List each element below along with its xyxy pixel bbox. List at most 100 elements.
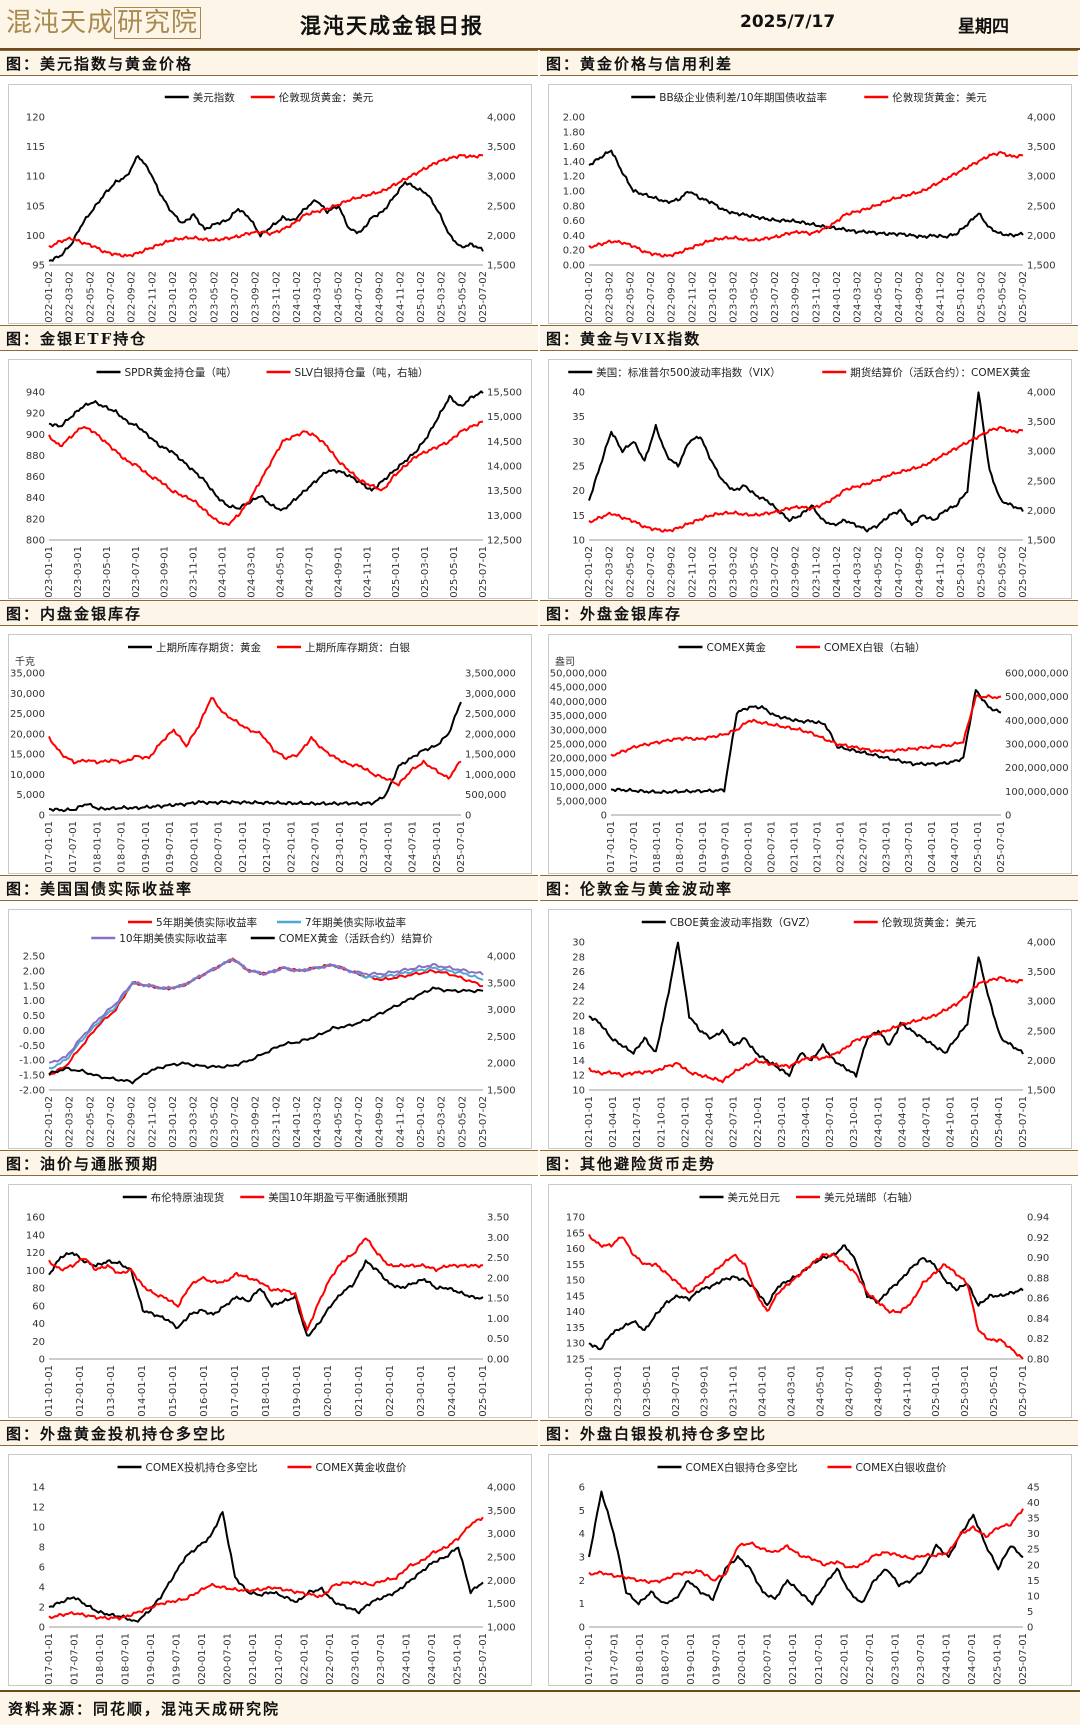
y-left-tick-label: 60 bbox=[32, 1301, 45, 1312]
report-footer: 资料来源：同花顺，混沌天成研究院 bbox=[0, 1690, 1080, 1725]
x-tick-label: 2015-01-01 bbox=[168, 1365, 179, 1417]
x-tick-label: 2024-11-01 bbox=[902, 1365, 913, 1417]
y-left-tick-label: 30 bbox=[572, 938, 585, 949]
x-tick-label: 2017-01-01 bbox=[230, 1365, 241, 1417]
report-date: 2025/7/17 bbox=[740, 12, 836, 32]
x-tick-label: 2024-04-01 bbox=[897, 1096, 908, 1148]
y-right-tick-label: 0.94 bbox=[1027, 1213, 1049, 1224]
y-left-tick-label: 45,000,000 bbox=[550, 683, 607, 694]
y-right-tick-label: 13,500 bbox=[487, 486, 522, 497]
y-right-tick-label: 0.84 bbox=[1027, 1314, 1049, 1325]
y-right-tick-label: 2,000 bbox=[487, 1576, 516, 1587]
x-tick-label: 2024-01-02 bbox=[832, 271, 843, 323]
legend-label: 美元兑瑞郎（右轴） bbox=[824, 1191, 919, 1204]
x-tick-label: 2025-01-01 bbox=[478, 1365, 489, 1417]
x-tick-label: 2024-07-01 bbox=[950, 821, 961, 873]
x-tick-label: 2023-09-02 bbox=[251, 271, 262, 323]
y-right-tick-label: 1,000,000 bbox=[465, 770, 516, 781]
x-tick-label: 2022-01-01 bbox=[680, 1096, 691, 1148]
y-left-tick-label: 40 bbox=[572, 388, 585, 399]
y-left-tick-label: 0.60 bbox=[563, 216, 585, 227]
x-tick-label: 2022-01-01 bbox=[286, 821, 297, 873]
x-tick-label: 2023-03-02 bbox=[729, 271, 740, 323]
chart-legend: BB级企业债利差/10年期国债收益率 伦敦现货黄金：美元 bbox=[631, 91, 987, 104]
y-right-tick-label: 3,500 bbox=[1027, 417, 1056, 428]
x-tick-label: 2023-07-02 bbox=[230, 271, 241, 323]
x-tick-label: 2025-07-01 bbox=[456, 821, 467, 873]
x-tick-label: 2025-07-02 bbox=[1018, 271, 1029, 323]
chart-legend: 美国：标准普尔500波动率指数（VIX） 期货结算价（活跃合约）：COMEX黄金 bbox=[568, 366, 1031, 379]
y-left-tick-label: 165 bbox=[566, 1228, 585, 1239]
legend-label: COMEX白银持仓多空比 bbox=[686, 1461, 798, 1474]
y-right-tick-label: 1.50 bbox=[487, 1294, 509, 1305]
series-line bbox=[588, 1490, 1024, 1606]
x-tick-label: 2023-01-02 bbox=[708, 271, 719, 323]
y-right-tick-label: 10 bbox=[1027, 1591, 1040, 1602]
x-tick-label: 2021-07-01 bbox=[814, 1633, 825, 1685]
y-left-tick-label: 14 bbox=[572, 1056, 585, 1067]
x-tick-label: 2023-03-02 bbox=[729, 546, 740, 598]
x-tick-label: 2022-07-01 bbox=[865, 1633, 876, 1685]
y-left-tick-label: 135 bbox=[566, 1323, 585, 1334]
x-tick-label: 2024-03-01 bbox=[247, 546, 258, 598]
chart-vix: 美国：标准普尔500波动率指数（VIX） 期货结算价（活跃合约）：COMEX黄金 1… bbox=[568, 366, 1056, 598]
x-tick-label: 2017-07-01 bbox=[68, 821, 79, 873]
panel-shfe-stock: 图：内盘金银库存 上期所库存期货：黄金 上期所库存期货：白银 千克 0 5,000 10,… bbox=[0, 600, 540, 875]
legend-label: 5年期美债实际收益率 bbox=[156, 916, 257, 929]
y-left-tick-label: 0 bbox=[39, 1623, 45, 1634]
y-right-tick-label: 1,000 bbox=[487, 1623, 516, 1634]
x-tick-label: 2023-07-01 bbox=[671, 1365, 682, 1417]
company-logo: 混沌天成 研究院 bbox=[6, 4, 206, 42]
x-tick-label: 2019-01-01 bbox=[686, 1633, 697, 1685]
y-left-tick-label: 160 bbox=[26, 1213, 45, 1224]
x-tick-label: 2021-07-01 bbox=[274, 1633, 285, 1685]
y-left-tick-label: 40 bbox=[32, 1319, 45, 1330]
x-tick-label: 2020-07-01 bbox=[223, 1633, 234, 1685]
x-tick-label: 2023-11-02 bbox=[271, 271, 282, 323]
x-tick-label: 2023-07-01 bbox=[359, 821, 370, 873]
x-tick-label: 2024-07-02 bbox=[894, 546, 905, 598]
y-right-tick-label: 1.00 bbox=[487, 1314, 509, 1325]
y-left-tick-label: 2 bbox=[39, 1603, 45, 1614]
panel-gold-credit: 图：黄金价格与信用利差 BB级企业债利差/10年期国债收益率 伦敦现货黄金：美元 0… bbox=[540, 50, 1080, 325]
y-left-tick-label: 0.20 bbox=[563, 246, 585, 257]
y-right-tick-label: 0.80 bbox=[1027, 1355, 1049, 1366]
panel-gvz: 图：伦敦金与黄金波动率 CBOE黄金波动率指数（GVZ） 伦敦现货黄金：美元 10 1… bbox=[540, 875, 1080, 1150]
y-left-tick-label: 0.40 bbox=[563, 231, 585, 242]
y-left-tick-label: -0.50 bbox=[19, 1041, 45, 1052]
x-tick-label: 2020-07-01 bbox=[767, 821, 778, 873]
legend-label: 10年期美债实际收益率 bbox=[119, 932, 227, 945]
x-tick-label: 2022-01-01 bbox=[839, 1633, 850, 1685]
y-right-tick-label: 300,000,000 bbox=[1005, 740, 1069, 751]
x-tick-label: 2023-11-02 bbox=[271, 1096, 282, 1148]
chart-legend: COMEX投机持仓多空比 COMEX黄金收盘价 bbox=[117, 1461, 407, 1474]
x-tick-label: 2017-01-01 bbox=[44, 821, 55, 873]
x-tick-label: 2021-01-01 bbox=[790, 821, 801, 873]
panel-real-yield: 图：美国国债实际收益率 5年期美债实际收益率 7年期美债实际收益率 10年期美债实际… bbox=[0, 875, 540, 1150]
x-tick-label: 2020-01-01 bbox=[189, 821, 200, 873]
y-right-tick-label: 0.82 bbox=[1027, 1334, 1049, 1345]
y-right-tick-label: 35 bbox=[1027, 1514, 1040, 1525]
y-right-tick-label: 1,500,000 bbox=[465, 750, 516, 761]
y-right-tick-label: 20 bbox=[1027, 1560, 1040, 1571]
panel-vix: 图：黄金与VIX指数 美国：标准普尔500波动率指数（VIX） 期货结算价（活跃合… bbox=[540, 325, 1080, 600]
x-tick-label: 2024-01-02 bbox=[832, 546, 843, 598]
x-tick-label: 2023-05-02 bbox=[209, 271, 220, 323]
y-left-tick-label: 125 bbox=[566, 1355, 585, 1366]
x-tick-label: 2022-11-02 bbox=[687, 546, 698, 598]
y-left-tick-label: 0.50 bbox=[23, 1011, 45, 1022]
y-axis-unit: 盎司 bbox=[555, 655, 575, 668]
x-tick-label: 2024-01-01 bbox=[927, 821, 938, 873]
x-tick-label: 2025-05-02 bbox=[997, 546, 1008, 598]
y-left-tick-label: 10,000,000 bbox=[550, 782, 607, 793]
y-left-tick-label: 5 bbox=[579, 1506, 585, 1517]
y-left-tick-label: 24 bbox=[572, 982, 585, 993]
legend-label: COMEX黄金收盘价 bbox=[316, 1461, 407, 1474]
y-right-tick-label: 100,000,000 bbox=[1005, 787, 1069, 798]
y-right-tick-label: 1,500 bbox=[1027, 1086, 1056, 1097]
series-line bbox=[588, 976, 1024, 1084]
y-left-tick-label: 0 bbox=[579, 1623, 585, 1634]
y-right-tick-label: 0.00 bbox=[487, 1355, 509, 1366]
x-tick-label: 2025-07-02 bbox=[478, 1096, 489, 1148]
x-tick-label: 2024-05-02 bbox=[333, 271, 344, 323]
